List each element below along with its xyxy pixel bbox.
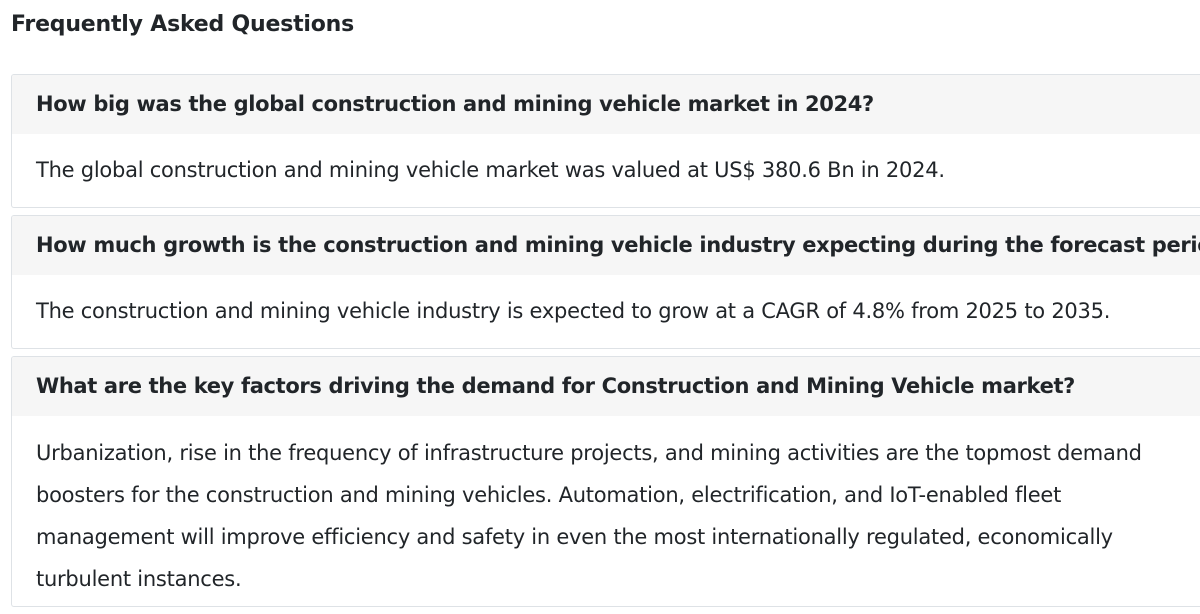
faq-heading: Frequently Asked Questions — [11, 12, 355, 37]
faq-item-growth: How much growth is the construction and … — [11, 215, 1200, 349]
faq-list: How big was the global construction and … — [11, 74, 1200, 614]
faq-answer: Urbanization, rise in the frequency of i… — [36, 441, 1142, 591]
faq-answer: The global construction and mining vehic… — [36, 158, 945, 182]
faq-answer: The construction and mining vehicle indu… — [36, 299, 1111, 323]
faq-question-toggle[interactable]: What are the key factors driving the dem… — [12, 357, 1200, 416]
faq-question-toggle[interactable]: How big was the global construction and … — [12, 75, 1200, 134]
faq-item-demand-factors: What are the key factors driving the dem… — [11, 356, 1200, 607]
faq-item-market-size: How big was the global construction and … — [11, 74, 1200, 208]
faq-question-toggle[interactable]: How much growth is the construction and … — [12, 216, 1200, 275]
